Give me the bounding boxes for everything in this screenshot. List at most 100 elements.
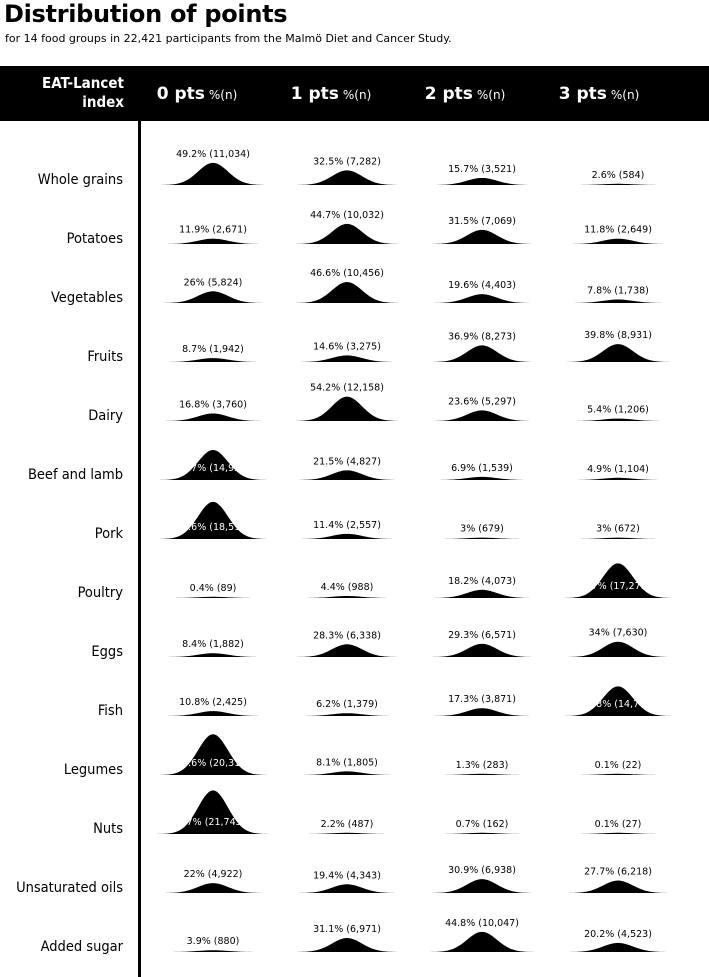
ridge-nuts-2: [420, 832, 544, 834]
column-unit-2: %(n): [476, 88, 506, 102]
ridge-potatoes-1: [285, 223, 409, 244]
ridge-poultry-2: [420, 589, 544, 598]
data-label-unsaturated-oils-3: 27.7% (6,218): [584, 867, 652, 878]
ridge-whole-grains-2: [420, 177, 544, 185]
data-label-whole-grains-2: 15.7% (3,521): [448, 164, 516, 175]
data-label-poultry-2: 18.2% (4,073): [448, 576, 516, 587]
ridge-added-sugar-0: [151, 950, 275, 952]
data-label-fruits-2: 36.9% (8,273): [448, 331, 516, 342]
data-label-whole-grains-1: 32.5% (7,282): [313, 156, 381, 167]
data-label-fish-0: 10.8% (2,425): [179, 697, 247, 708]
data-label-potatoes-1: 44.7% (10,032): [310, 210, 384, 221]
row-label-fish: Fish: [97, 703, 123, 719]
ridge-poultry-3: [556, 563, 680, 598]
column-header-1: 1 pts %(n): [264, 66, 398, 121]
ridge-nuts-0: [151, 790, 275, 834]
ridge-whole-grains-0: [151, 162, 275, 185]
row-label-pork: Pork: [94, 526, 123, 542]
data-label-dairy-2: 23.6% (5,297): [448, 396, 516, 407]
ridge-unsaturated-oils-2: [420, 879, 544, 893]
chart-title: Distribution of points: [4, 0, 288, 28]
ridge-beef-and-lamb-3: [556, 477, 680, 480]
row-label-nuts: Nuts: [93, 821, 123, 837]
ridge-fruits-2: [420, 345, 544, 362]
ridge-vegetables-0: [151, 291, 275, 303]
data-label-added-sugar-3: 20.2% (4,523): [584, 929, 652, 940]
ridge-beef-and-lamb-2: [420, 476, 544, 480]
ridge-added-sugar-2: [420, 931, 544, 952]
data-label-vegetables-3: 7.8% (1,738): [587, 285, 649, 296]
row-label-potatoes: Potatoes: [66, 231, 123, 247]
ridge-vegetables-2: [420, 294, 544, 303]
ridge-nuts-3: [556, 832, 680, 834]
data-label-pork-2: 3% (679): [460, 524, 504, 535]
ridge-unsaturated-oils-3: [556, 880, 680, 893]
data-label-eggs-1: 28.3% (6,338): [313, 630, 381, 641]
ridge-potatoes-0: [151, 238, 275, 244]
ridge-fruits-1: [285, 355, 409, 362]
data-label-fish-3: 65.8% (14,746): [581, 699, 655, 710]
data-label-poultry-3: 77% (17,271): [586, 581, 651, 592]
ridge-legumes-3: [556, 773, 680, 775]
chart-subtitle: for 14 food groups in 22,421 participant…: [5, 32, 452, 45]
ridge-whole-grains-3: [556, 183, 680, 185]
data-label-whole-grains-0: 49.2% (11,034): [176, 149, 250, 160]
row-label-beef-and-lamb: Beef and lamb: [27, 467, 123, 483]
ridge-added-sugar-3: [556, 942, 680, 952]
row-label-whole-grains: Whole grains: [37, 172, 123, 188]
ridge-eggs-3: [556, 641, 680, 657]
data-label-nuts-0: 97% (21,745): [181, 817, 246, 828]
ridge-nuts-1: [285, 832, 409, 834]
data-label-pork-0: 82.6% (18,513): [176, 522, 250, 533]
ridge-fruits-0: [151, 358, 275, 362]
column-unit-0: %(n): [208, 88, 238, 102]
ridge-potatoes-2: [420, 229, 544, 244]
column-label-3: 3 pts: [558, 84, 607, 104]
data-label-legumes-3: 0.1% (22): [595, 760, 642, 771]
data-label-added-sugar-2: 44.8% (10,047): [445, 918, 519, 929]
column-unit-1: %(n): [342, 88, 372, 102]
ridge-eggs-2: [420, 643, 544, 657]
data-label-unsaturated-oils-2: 30.9% (6,938): [448, 865, 516, 876]
ridge-eggs-0: [151, 653, 275, 657]
ridge-whole-grains-1: [285, 170, 409, 185]
data-label-fish-1: 6.2% (1,379): [316, 699, 378, 710]
ridge-fish-3: [556, 686, 680, 716]
ridge-dairy-3: [556, 418, 680, 421]
data-label-nuts-3: 0.1% (27): [595, 819, 642, 830]
data-label-dairy-3: 5.4% (1,206): [587, 405, 649, 416]
ridge-dairy-1: [285, 396, 409, 421]
data-label-nuts-2: 0.7% (162): [456, 819, 509, 830]
data-label-poultry-1: 4.4% (988): [321, 582, 374, 593]
ridge-fish-1: [285, 713, 409, 716]
ridge-dairy-0: [151, 413, 275, 421]
ridge-pork-0: [151, 501, 275, 539]
ridge-fish-2: [420, 708, 544, 716]
data-label-pork-3: 3% (672): [596, 524, 640, 535]
data-label-vegetables-1: 46.6% (10,456): [310, 268, 384, 279]
row-label-dairy: Dairy: [88, 408, 123, 424]
data-label-whole-grains-3: 2.6% (584): [592, 170, 645, 181]
ridge-fish-0: [151, 711, 275, 716]
ridge-poultry-0: [151, 596, 275, 598]
index-label: EAT-Lancet index: [41, 74, 124, 111]
ridge-legumes-2: [420, 773, 544, 775]
data-label-poultry-0: 0.4% (89): [190, 583, 237, 594]
header-bar: EAT-Lancet index 0 pts %(n) 1 pts %(n) 2 p…: [0, 66, 709, 121]
row-label-added-sugar: Added sugar: [40, 939, 123, 955]
data-label-eggs-2: 29.3% (6,571): [448, 630, 516, 641]
ridge-pork-1: [285, 533, 409, 539]
column-label-1: 1 pts: [290, 84, 339, 104]
column-label-2: 2 pts: [424, 84, 473, 104]
ridge-unsaturated-oils-0: [151, 883, 275, 893]
data-label-beef-and-lamb-3: 4.9% (1,104): [587, 464, 649, 475]
column-header-0: 0 pts %(n): [130, 66, 264, 121]
row-label-legumes: Legumes: [63, 762, 123, 778]
data-label-fruits-3: 39.8% (8,931): [584, 330, 652, 341]
ridge-dairy-2: [420, 410, 544, 421]
row-label-eggs: Eggs: [91, 644, 123, 660]
ridge-beef-and-lamb-0: [151, 449, 275, 480]
data-label-potatoes-3: 11.8% (2,649): [584, 225, 652, 236]
data-label-potatoes-2: 31.5% (7,069): [448, 216, 516, 227]
